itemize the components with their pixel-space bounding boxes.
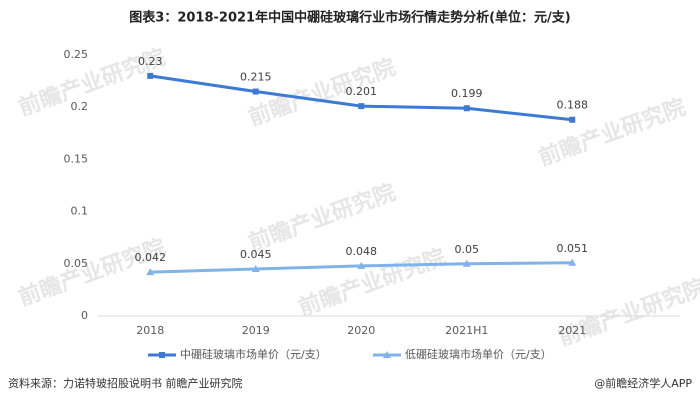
x-tick-label: 2020 (347, 324, 375, 337)
y-tick-label: 0.1 (71, 205, 89, 218)
data-label: 0.215 (240, 71, 272, 84)
x-tick-label: 2018 (136, 324, 164, 337)
point (146, 268, 155, 276)
chart-title: 图表3：2018-2021年中国中硼硅玻璃行业市场行情走势分析(单位：元/支) (129, 10, 570, 26)
data-label: 0.048 (346, 245, 378, 258)
data-label: 0.051 (557, 242, 589, 255)
point (568, 258, 577, 266)
credit: @前瞻经济学人APP (594, 376, 692, 390)
data-label: 0.188 (557, 99, 589, 112)
point (358, 103, 365, 110)
watermark: 前瞻产业研究院 (555, 274, 700, 351)
y-tick-label: 0 (81, 309, 88, 322)
source: 资料来源：力诺特玻招股说明书 前瞻产业研究院 (8, 376, 243, 390)
legend-marker (383, 351, 391, 358)
x-tick-label: 2021 (558, 324, 586, 337)
point (463, 105, 470, 112)
legend-label: 低硼硅玻璃市场单价（元/支） (405, 347, 552, 361)
data-label: 0.042 (135, 251, 167, 264)
legend-label: 中硼硅玻璃市场单价（元/支） (180, 347, 327, 361)
point (569, 116, 576, 123)
data-label: 0.201 (346, 85, 378, 98)
point (252, 88, 259, 95)
point (251, 265, 260, 273)
y-tick-label: 0.15 (64, 152, 89, 165)
point (357, 261, 366, 269)
legend-marker (159, 352, 165, 358)
x-tick-label: 2021H1 (445, 324, 488, 337)
y-tick-label: 0.2 (71, 100, 89, 113)
data-label: 0.199 (451, 87, 483, 100)
data-label: 0.23 (138, 55, 163, 68)
data-label: 0.05 (455, 243, 480, 256)
point (462, 259, 471, 267)
data-label: 0.045 (240, 248, 272, 261)
point (147, 72, 154, 79)
y-tick-label: 0.05 (64, 257, 89, 270)
y-tick-label: 0.25 (64, 48, 89, 61)
watermark: 前瞻产业研究院 (15, 234, 169, 311)
x-tick-label: 2019 (242, 324, 270, 337)
